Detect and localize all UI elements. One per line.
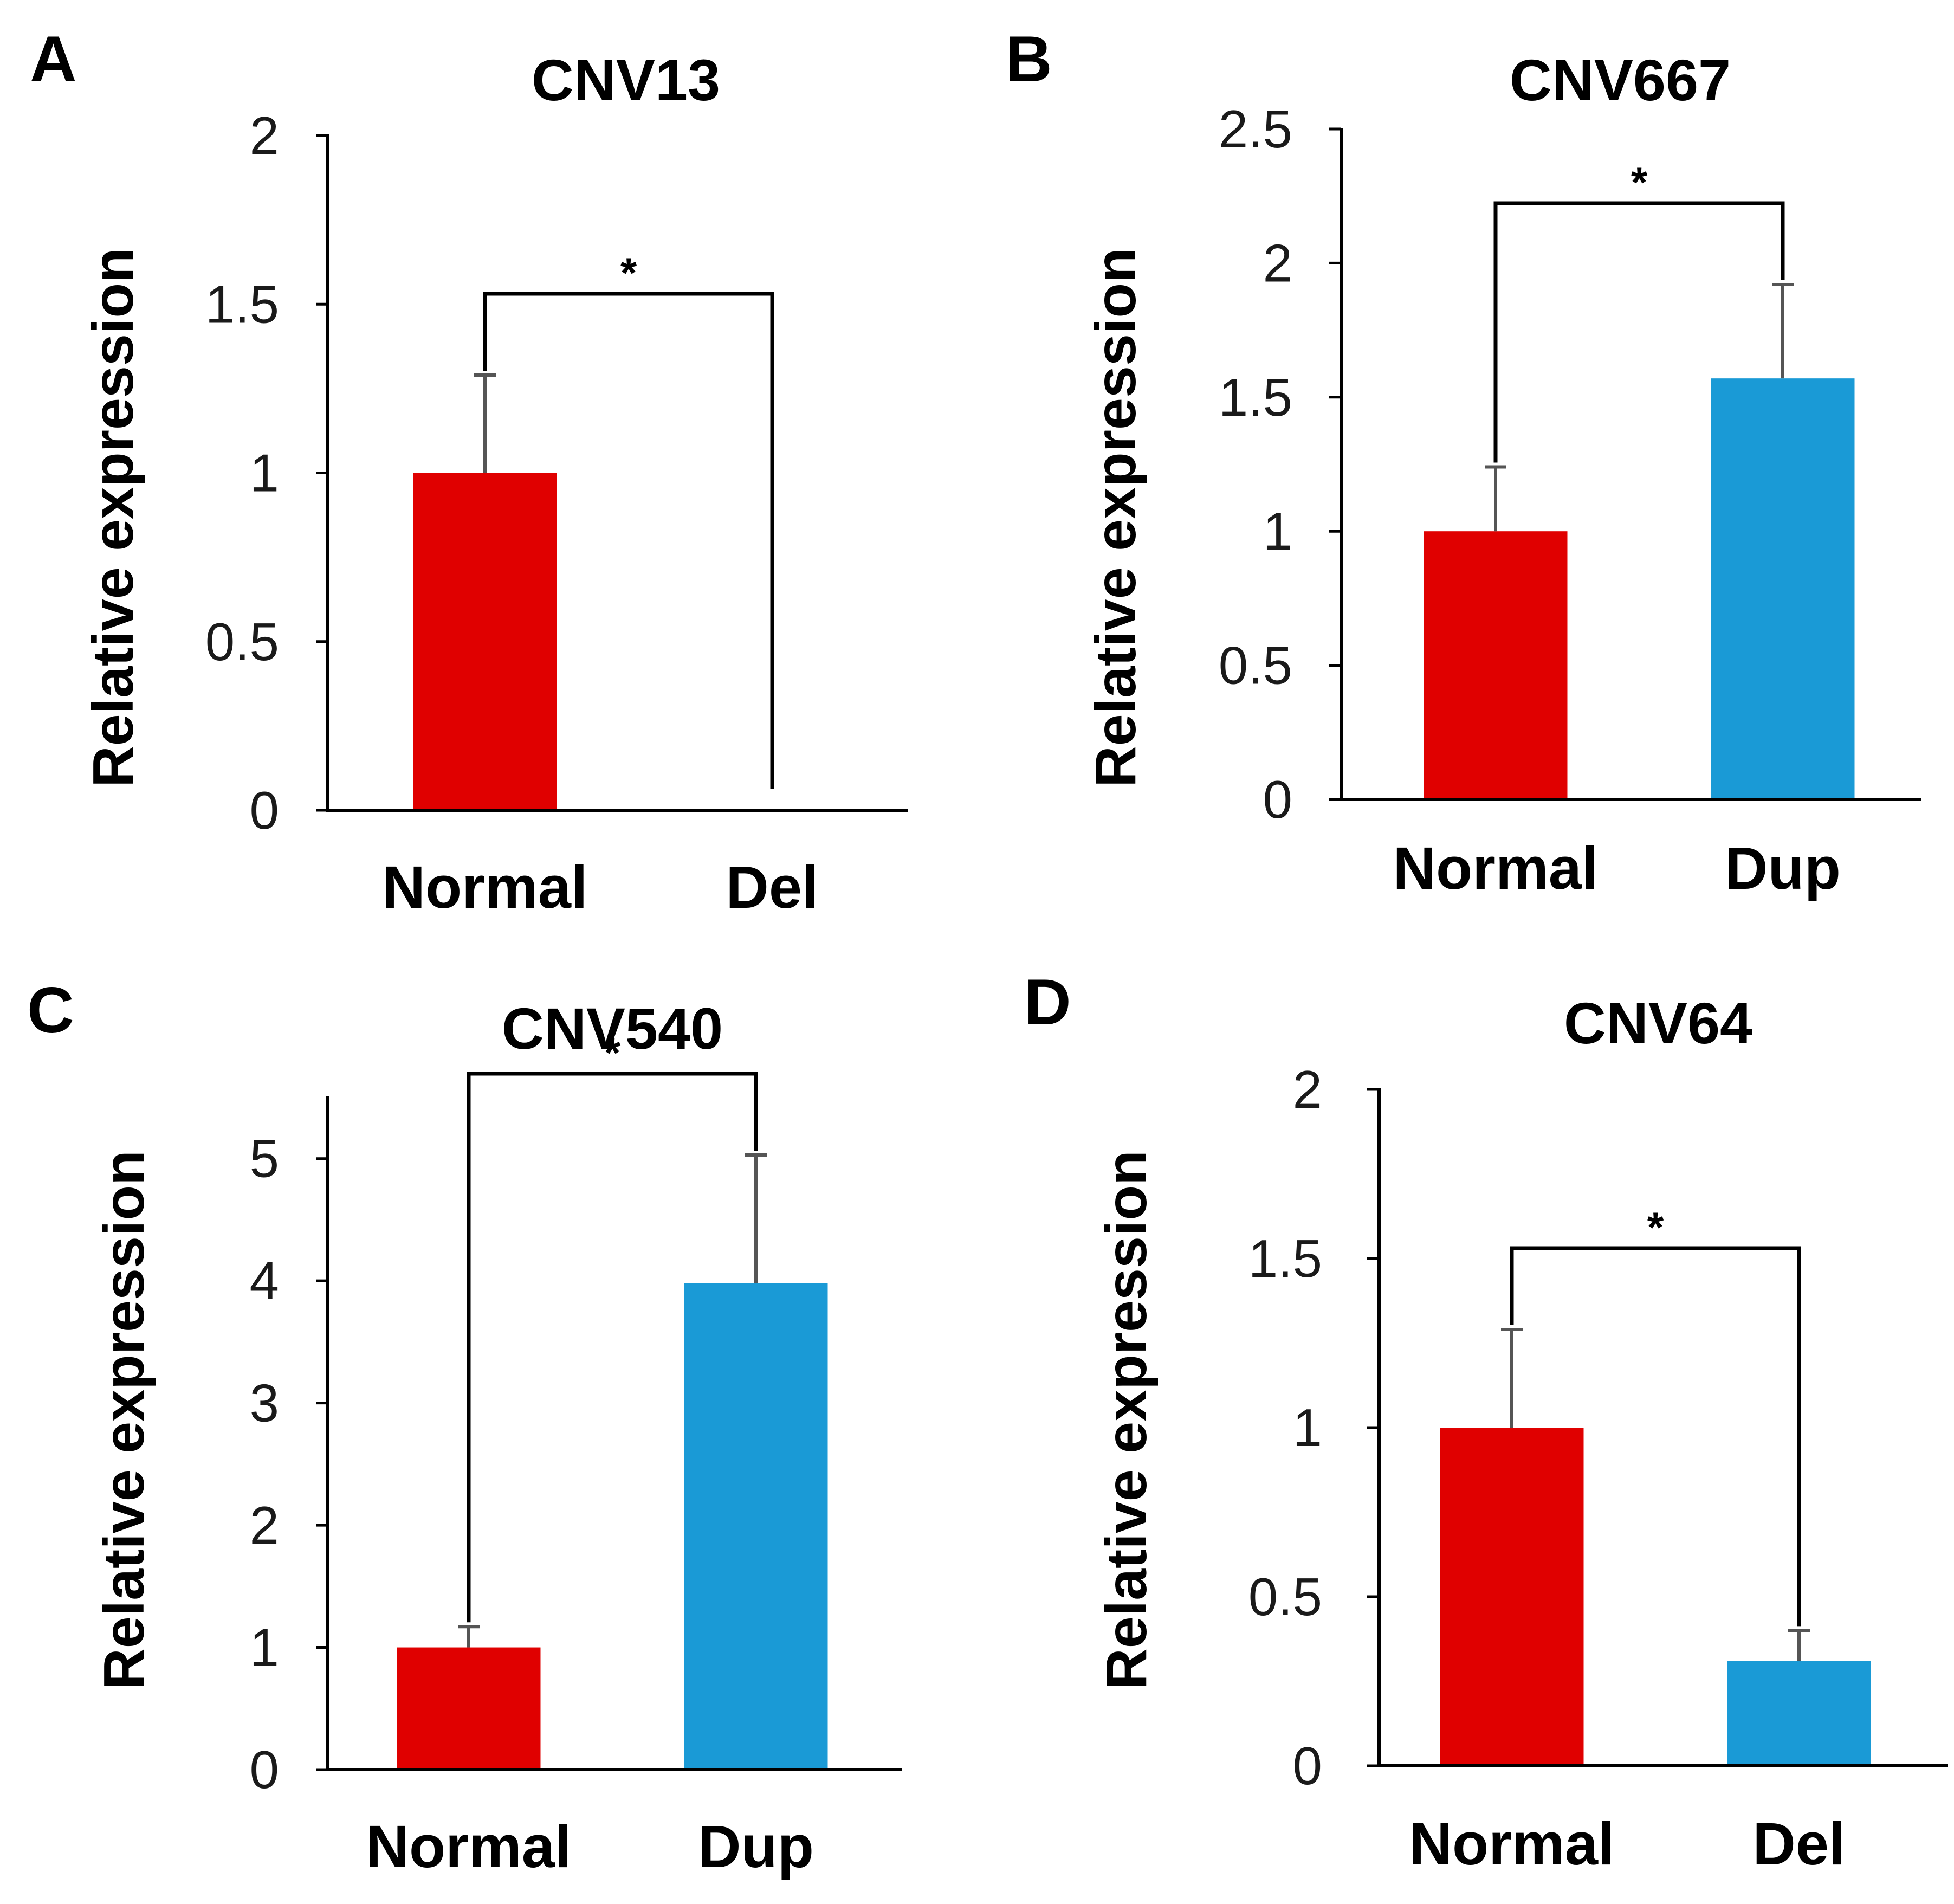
panel-letter: B	[1005, 23, 1052, 95]
y-tick-label: 1	[1263, 501, 1292, 561]
error-bar-normal	[1501, 1328, 1523, 1428]
y-axis-label: Relative expression	[1095, 1150, 1159, 1690]
y-tick-label: 1	[249, 443, 279, 503]
error-bar-dup	[1772, 282, 1794, 379]
bar-normal	[1424, 531, 1568, 799]
y-tick-label: 2	[1263, 233, 1292, 293]
x-tick-label-dup: Dup	[698, 1813, 814, 1880]
y-tick-label: 1.5	[1219, 367, 1292, 427]
bar-normal	[413, 473, 557, 810]
chart-panel-d: D CNV64 Relative expression * 0 0.5 1 1.5 2 Norma…	[1024, 966, 1948, 1877]
y-tick-label: 1	[249, 1618, 279, 1677]
chart-title: CNV64	[1564, 990, 1752, 1056]
bar-dup	[684, 1283, 828, 1770]
chart-title: CNV13	[532, 47, 720, 113]
y-axis-label: Relative expression	[1084, 248, 1148, 788]
bar-normal	[397, 1647, 541, 1770]
x-tick-label-normal: Normal	[1393, 835, 1599, 902]
chart-panel-a: A CNV13 Relative expression * 0 0.5 1 1.5 2 Norma…	[30, 23, 908, 921]
y-tick-label: 0	[1292, 1736, 1322, 1796]
error-bar-normal	[474, 373, 496, 473]
y-tick-label: 3	[249, 1373, 279, 1433]
x-tick-label-del: Del	[1752, 1811, 1845, 1877]
y-tick-label: 0	[249, 1740, 279, 1799]
y-tick-label: 0.5	[1219, 636, 1292, 695]
y-axis-label: Relative expression	[81, 248, 145, 788]
y-tick-label: 0.5	[205, 612, 279, 672]
error-bar-normal	[1485, 465, 1506, 532]
y-tick-label: 2	[1292, 1060, 1322, 1119]
error-bar-del	[1788, 1629, 1810, 1661]
significance-marker: *	[1631, 158, 1648, 206]
panel-letter: A	[30, 23, 77, 95]
chart-title: CNV540	[502, 996, 723, 1061]
significance-bracket	[467, 1072, 758, 1623]
chart-panel-b: B CNV667 Relative expression * 0 0.5 1 1.5 2 2.5 N…	[1005, 23, 1921, 902]
significance-marker: *	[604, 1029, 621, 1076]
y-tick-label: 2	[249, 1495, 279, 1555]
significance-marker: *	[620, 249, 637, 296]
y-tick-label: 4	[249, 1251, 279, 1311]
y-tick-label: 1.5	[1248, 1229, 1322, 1288]
significance-bracket	[1493, 201, 1785, 463]
x-tick-label-normal: Normal	[1409, 1811, 1615, 1877]
y-tick-label: 1	[1292, 1398, 1322, 1457]
x-tick-label-normal: Normal	[383, 854, 588, 921]
significance-bracket	[483, 292, 774, 789]
bar-dup	[1711, 378, 1855, 799]
y-tick-label: 5	[249, 1129, 279, 1189]
y-tick-label: 0	[249, 780, 279, 840]
x-tick-label-dup: Dup	[1725, 835, 1841, 902]
panel-letter: D	[1024, 966, 1071, 1038]
error-bar-dup	[745, 1153, 767, 1283]
significance-marker: *	[1647, 1203, 1664, 1251]
chart-panel-c: C CNV540 Relative expression * 0 1 2 3 4 5 Normal D…	[27, 974, 902, 1880]
y-tick-label: 0	[1263, 770, 1292, 829]
bar-del	[1727, 1661, 1871, 1766]
panel-letter: C	[27, 974, 74, 1047]
chart-title: CNV667	[1510, 47, 1731, 113]
y-tick-label: 1.5	[205, 274, 279, 334]
error-bar-normal	[458, 1625, 480, 1648]
bar-normal	[1440, 1428, 1584, 1766]
y-tick-label: 2	[249, 106, 279, 165]
y-tick-label: 0.5	[1248, 1567, 1322, 1627]
x-tick-label-normal: Normal	[366, 1813, 572, 1880]
x-tick-label-del: Del	[726, 854, 818, 921]
y-tick-label: 2.5	[1219, 99, 1292, 159]
y-axis-label: Relative expression	[92, 1150, 156, 1690]
significance-bracket	[1510, 1246, 1801, 1627]
